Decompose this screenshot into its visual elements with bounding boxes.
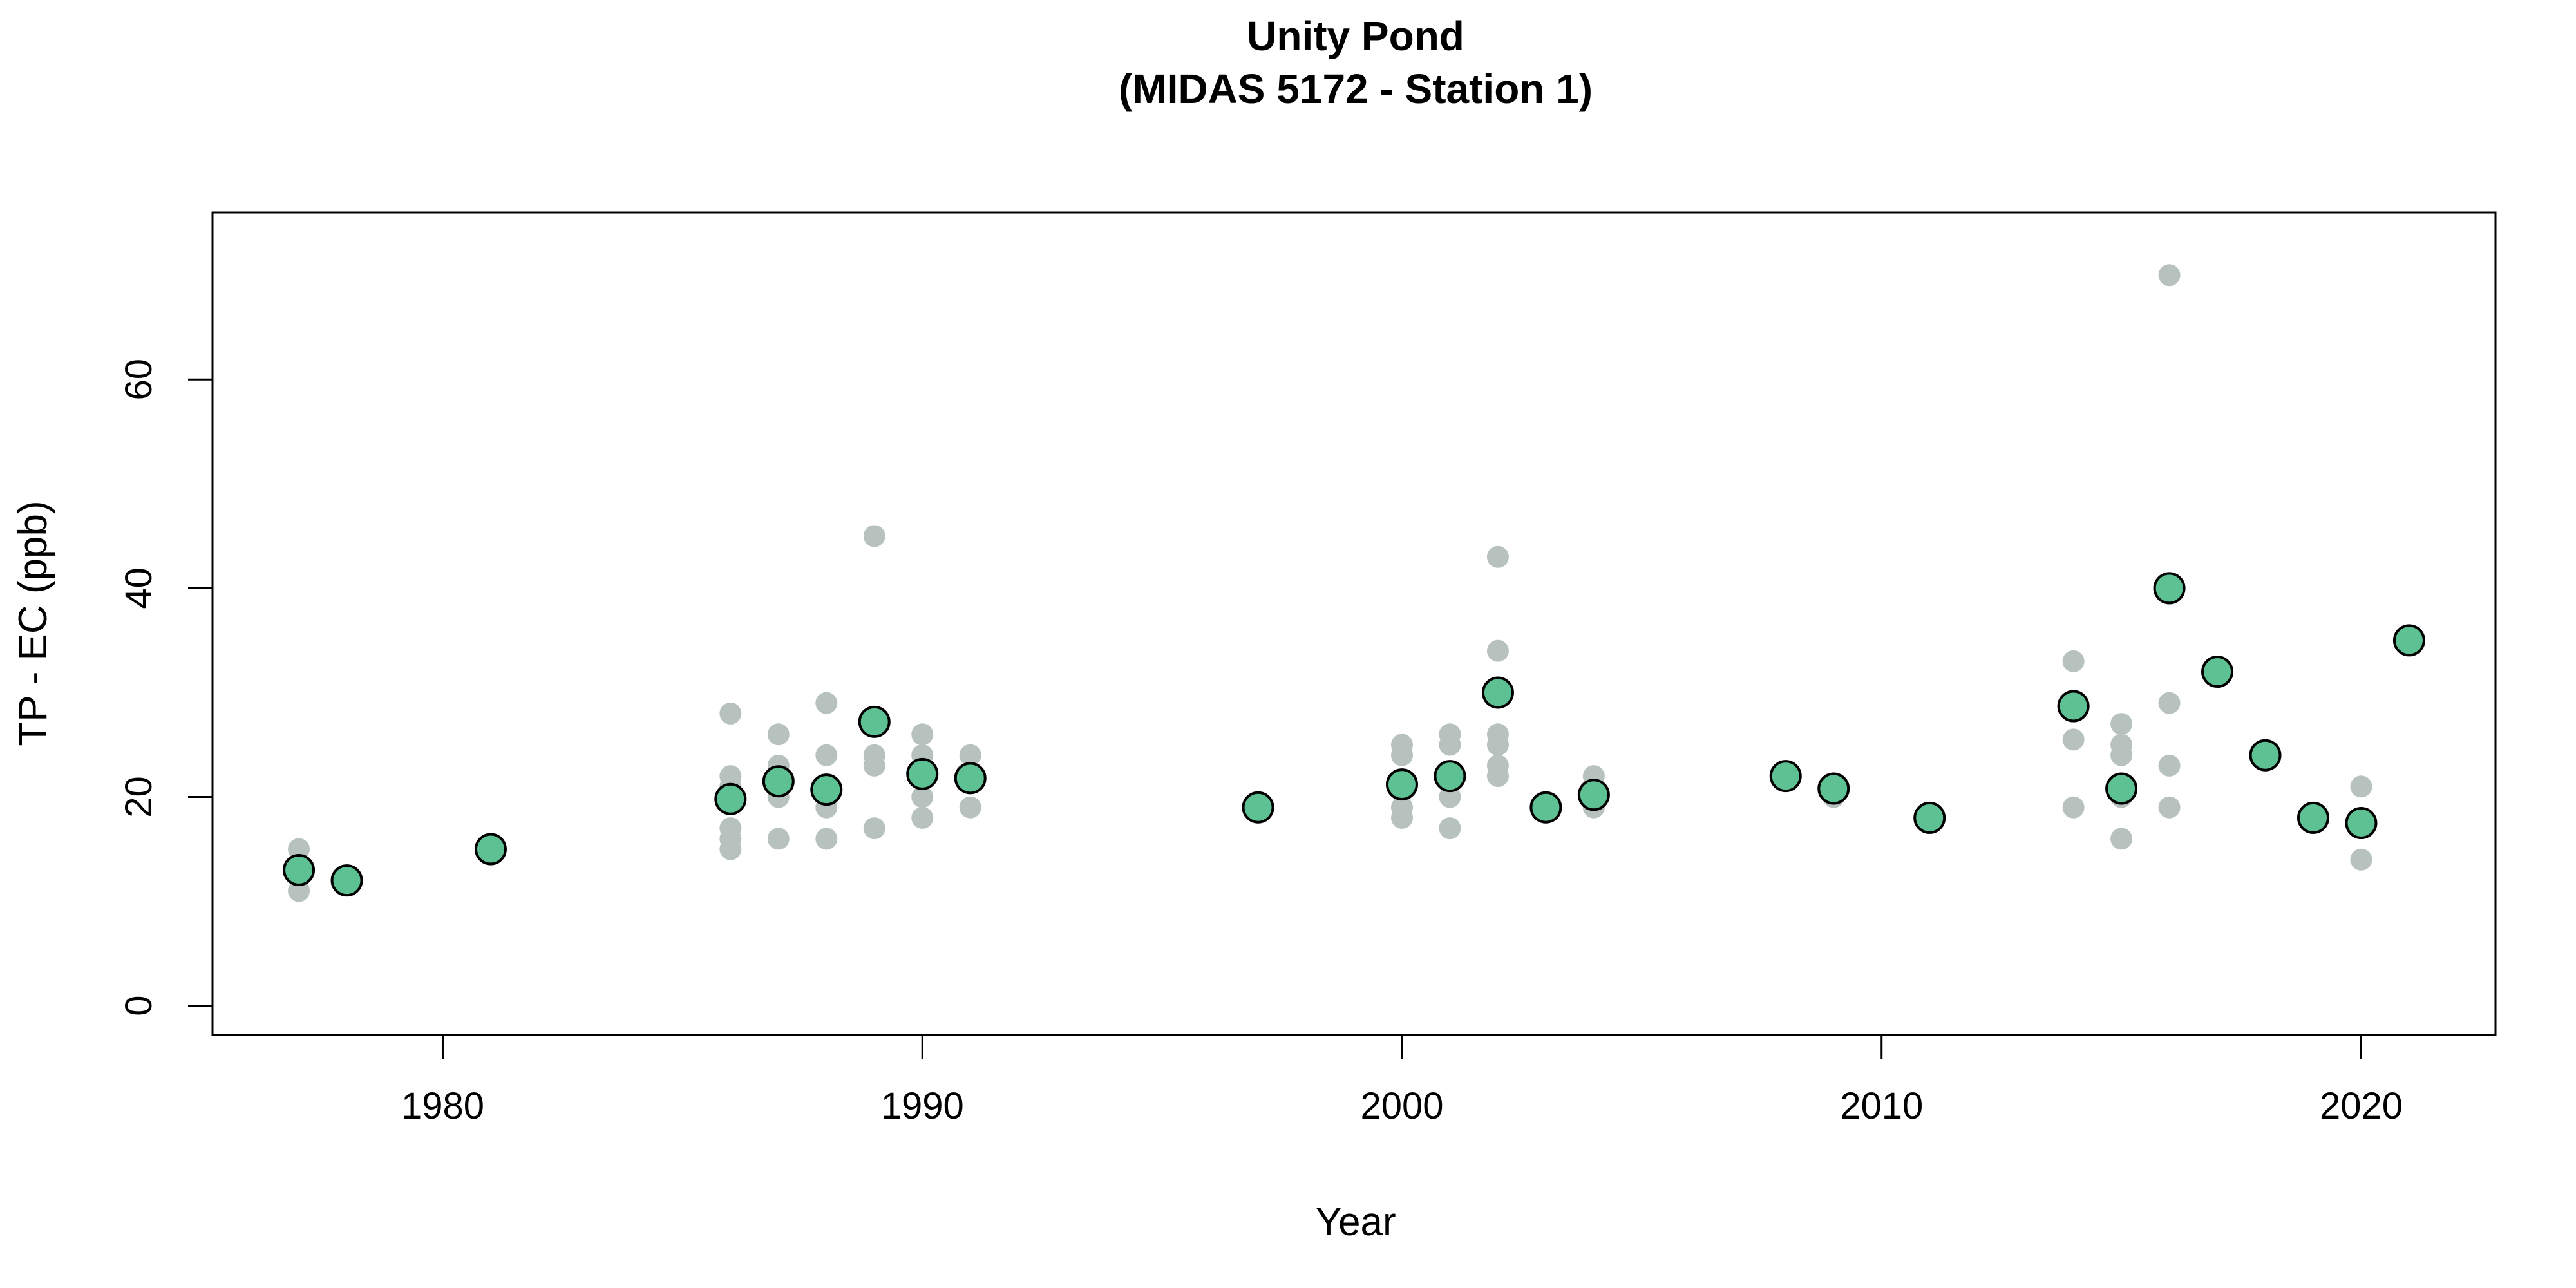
annual-mean-point — [1242, 791, 1274, 824]
individual-sample-point — [288, 880, 310, 902]
individual-sample-point — [2110, 744, 2133, 766]
individual-sample-point — [288, 838, 310, 860]
annual-mean-point — [714, 782, 747, 815]
annual-mean-point — [1481, 676, 1514, 709]
annual-mean-point — [330, 864, 363, 897]
annual-mean-point — [2249, 739, 2282, 772]
annual-mean-point — [474, 833, 507, 866]
individual-sample-point — [767, 828, 790, 850]
annual-mean-point — [906, 757, 939, 790]
x-tick-label: 1990 — [881, 1085, 964, 1127]
annual-mean-point — [1913, 801, 1946, 834]
annual-mean-point — [2297, 801, 2329, 834]
individual-sample-point — [2062, 796, 2085, 819]
annual-mean-point — [810, 773, 843, 806]
annual-mean-point — [2345, 807, 2378, 840]
individual-sample-point — [815, 744, 838, 766]
annual-mean-point — [1817, 772, 1850, 805]
individual-sample-point — [1390, 744, 1413, 766]
y-tick-label: 60 — [118, 359, 160, 401]
individual-sample-point — [2158, 754, 2181, 777]
annual-mean-point — [283, 853, 316, 886]
annual-mean-point — [2153, 572, 2186, 605]
annual-mean-point — [762, 765, 795, 798]
individual-sample-point — [1486, 734, 1509, 756]
individual-sample-point — [1390, 806, 1413, 829]
annual-mean-point — [1385, 768, 1418, 801]
individual-sample-point — [2062, 650, 2085, 672]
individual-sample-point — [767, 723, 790, 746]
x-tick-label: 1980 — [401, 1085, 484, 1127]
individual-sample-point — [2158, 692, 2181, 714]
individual-sample-point — [2062, 728, 2085, 751]
y-axis: 0 20 40 60 — [118, 359, 214, 1016]
individual-sample-point — [863, 525, 886, 547]
annual-mean-point — [1769, 760, 1802, 793]
chart-subtitle: (MIDAS 5172 - Station 1) — [1119, 66, 1593, 112]
annual-mean-point — [1577, 779, 1610, 811]
annual-mean-point — [1530, 791, 1562, 824]
annual-mean-point — [2392, 624, 2425, 657]
annual-mean-point — [2057, 690, 2090, 723]
annual-mean-point — [2105, 772, 2138, 805]
x-tick-label: 2020 — [2320, 1085, 2403, 1127]
x-tick-label: 2000 — [1360, 1085, 1443, 1127]
annual-mean-point — [2201, 656, 2234, 688]
annual-mean-points — [283, 572, 2425, 897]
y-tick-label: 40 — [118, 567, 160, 609]
individual-sample-point — [911, 723, 934, 746]
individual-sample-point — [1486, 639, 1509, 662]
individual-sample-point — [863, 754, 886, 777]
annual-mean-point — [858, 705, 891, 738]
individual-sample-point — [911, 786, 934, 808]
y-tick-label: 0 — [118, 995, 160, 1016]
x-axis: 1980 1990 2000 2010 2020 — [401, 1034, 2403, 1127]
individual-sample-point — [2110, 713, 2133, 735]
individual-sample-point — [1439, 734, 1461, 756]
plot-frame — [211, 211, 2497, 1036]
individual-sample-point — [2350, 775, 2372, 798]
individual-sample-point — [719, 702, 742, 724]
individual-sample-point — [959, 744, 981, 766]
individual-sample-point — [1486, 765, 1509, 788]
chart-title: Unity Pond — [1247, 13, 1464, 59]
individual-sample-point — [911, 806, 934, 829]
individual-sample-point — [959, 796, 981, 819]
individual-sample-point — [1439, 817, 1461, 840]
individual-sample-point — [719, 838, 742, 860]
individual-sample-point — [1439, 786, 1461, 808]
individual-sample-point — [2350, 848, 2372, 871]
individual-sample-point — [815, 828, 838, 850]
individual-sample-point — [2158, 264, 2181, 287]
annual-mean-point — [954, 762, 987, 795]
y-axis-label: TP - EC (ppb) — [11, 500, 55, 746]
x-axis-label: Year — [1315, 1200, 1396, 1244]
individual-sample-point — [2110, 828, 2133, 850]
y-tick-label: 20 — [118, 776, 160, 818]
individual-sample-point — [1486, 545, 1509, 568]
x-tick-label: 2010 — [1840, 1085, 1923, 1127]
individual-sample-point — [815, 692, 838, 714]
annual-mean-point — [1434, 760, 1466, 793]
individual-sample-point — [2158, 796, 2181, 819]
individual-sample-points — [288, 264, 2372, 902]
individual-sample-point — [863, 817, 886, 840]
